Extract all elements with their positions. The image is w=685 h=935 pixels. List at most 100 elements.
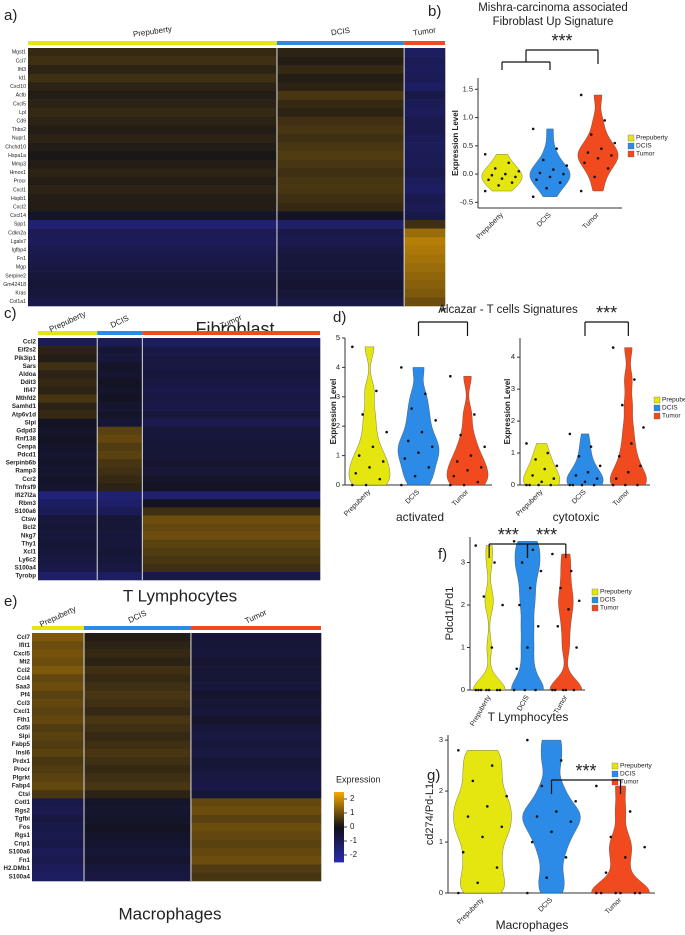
heatmap-cell: [142, 410, 321, 419]
gene-label: Hspa1a: [8, 153, 26, 159]
data-point: [490, 173, 494, 177]
gene-label: Pdcd1: [17, 452, 36, 459]
heatmap-cell: [404, 168, 446, 178]
heatmap-cell: [32, 806, 85, 816]
x-axis-label: cytotoxic: [553, 510, 600, 524]
data-point: [485, 688, 488, 692]
heatmap-cell: [38, 515, 98, 524]
heatmap-cell: [142, 539, 321, 549]
heatmap-cell: [190, 740, 322, 750]
y-tick-label: 0: [439, 888, 443, 897]
data-point: [559, 759, 563, 762]
data-point: [528, 586, 532, 590]
data-point: [466, 469, 469, 472]
violin-body: [397, 367, 440, 486]
gene-label: Procr: [14, 179, 27, 185]
y-axis-label: Expression Level: [503, 379, 512, 445]
data-point: [579, 189, 583, 193]
heatmap-cell: [28, 108, 278, 118]
heatmap-cell: [276, 194, 405, 204]
data-point: [556, 624, 560, 628]
heatmap-cell: [84, 657, 192, 667]
colorbar-step: [334, 837, 344, 840]
colorbar-step: [334, 832, 344, 835]
heatmap-cell: [404, 254, 446, 264]
x-axis-label: Macrophages: [496, 918, 569, 932]
data-point: [583, 161, 586, 165]
legend-swatch: [591, 596, 599, 604]
heatmap-cell: [276, 177, 405, 186]
colorbar-step: [334, 856, 344, 859]
colorbar-step: [334, 806, 344, 809]
data-point: [636, 483, 639, 487]
panel-label: a): [4, 7, 17, 24]
heatmap-cell: [276, 288, 405, 298]
y-tick-label: 1: [336, 451, 340, 460]
data-point: [551, 552, 554, 556]
heatmap-cell: [28, 48, 278, 57]
data-point: [520, 561, 524, 564]
gene-label: Sars: [23, 363, 37, 370]
heatmap-cell: [404, 177, 446, 186]
x-tick-label: Tumor: [612, 488, 632, 508]
heatmap-cell: [28, 288, 278, 298]
heatmap-cell: [97, 426, 143, 436]
heatmap-cell: [142, 394, 321, 403]
heatmap-cell: [97, 370, 143, 379]
data-point: [620, 403, 624, 407]
colorbar-step: [334, 816, 344, 819]
heatmap-cell: [32, 682, 85, 692]
x-tick-label: DCIS: [571, 489, 588, 506]
data-point: [609, 835, 613, 839]
heatmap-cell: [28, 142, 278, 152]
data-point: [495, 866, 499, 869]
heatmap-cell: [38, 450, 98, 460]
heatmap-cell: [84, 781, 192, 791]
heatmap-cell: [142, 378, 321, 387]
heatmap-cell: [404, 82, 446, 92]
heatmap-cell: [97, 402, 143, 411]
heatmap-cell: [142, 402, 321, 411]
gene-label: Fn1: [19, 857, 31, 864]
heatmap-cell: [404, 237, 446, 247]
heatmap-cell: [276, 220, 405, 229]
data-point: [500, 825, 504, 829]
legend-label: DCIS: [662, 405, 678, 412]
data-point: [525, 442, 528, 445]
data-point: [474, 688, 478, 692]
data-point: [413, 474, 417, 478]
heatmap-cell: [190, 666, 322, 675]
heatmap-cell: [190, 790, 322, 799]
colorbar-step: [334, 841, 344, 844]
heatmap-cell: [190, 715, 322, 725]
heatmap-cell: [84, 715, 192, 725]
y-tick-label: 3: [461, 557, 465, 566]
data-point: [400, 483, 403, 487]
legend-swatch: [627, 150, 635, 158]
x-tick-label: Prepuberty: [456, 896, 486, 926]
heatmap-cell: [276, 297, 405, 307]
y-tick-label: 0: [461, 685, 465, 694]
data-point: [490, 764, 494, 767]
heatmap-cell: [32, 649, 85, 659]
data-point: [434, 419, 437, 422]
legend-label: DCIS: [600, 597, 616, 604]
heatmap-cell: [38, 354, 98, 363]
legend-swatch: [627, 142, 635, 150]
gene-label: Nkg7: [21, 532, 37, 539]
violin-body: [472, 545, 506, 691]
gene-label: Insl6: [16, 750, 31, 757]
heatmap-cell: [38, 507, 98, 516]
data-point: [481, 835, 484, 839]
heatmap-cell: [404, 211, 446, 221]
gene-label: Bcl2: [23, 524, 37, 531]
group-label: Prepuberty: [48, 309, 87, 334]
data-point: [555, 147, 559, 150]
heatmap-cell: [190, 839, 322, 849]
heatmap-cell: [190, 847, 322, 857]
data-point: [531, 474, 534, 477]
data-point: [385, 430, 388, 434]
group-bar: [38, 331, 98, 335]
heatmap-cell: [97, 378, 143, 387]
heatmap-cell: [404, 134, 446, 143]
